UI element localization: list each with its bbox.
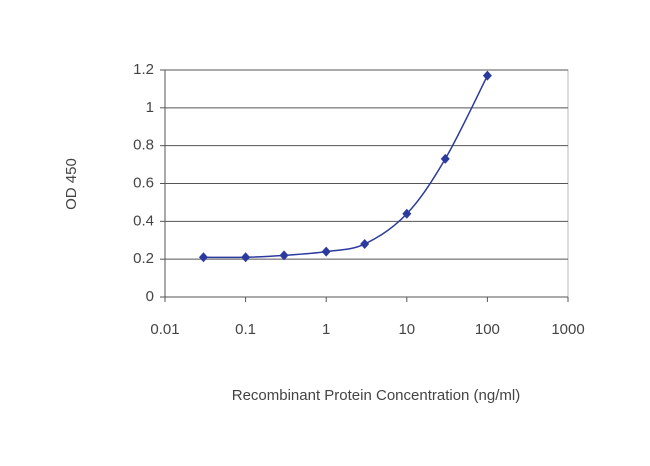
x-tick-label: 100: [475, 321, 500, 338]
marker: [482, 70, 492, 81]
x-tick-label: 10: [398, 321, 415, 338]
y-tick-label: 1: [146, 99, 154, 116]
y-tick-label: 0.2: [133, 250, 154, 267]
marker: [321, 246, 331, 257]
marker: [198, 252, 208, 263]
marker: [360, 239, 370, 250]
marker: [440, 153, 450, 164]
x-tick-label: 0.01: [150, 321, 179, 338]
y-tick-label: 0.4: [133, 212, 154, 229]
marker: [241, 252, 251, 263]
y-tick-label: 0: [146, 288, 154, 305]
marker: [279, 250, 289, 261]
y-tick-label: 0.6: [133, 174, 154, 191]
y-axis-label: OD 450: [63, 158, 80, 210]
marker: [402, 208, 412, 219]
y-tick-label: 0.8: [133, 137, 154, 154]
x-tick-label: 1000: [551, 321, 584, 338]
x-tick-label: 0.1: [235, 321, 256, 338]
x-tick-label: 1: [322, 321, 330, 338]
y-tick-label: 1.2: [133, 61, 154, 78]
x-axis-label: Recombinant Protein Concentration (ng/ml…: [232, 387, 520, 404]
